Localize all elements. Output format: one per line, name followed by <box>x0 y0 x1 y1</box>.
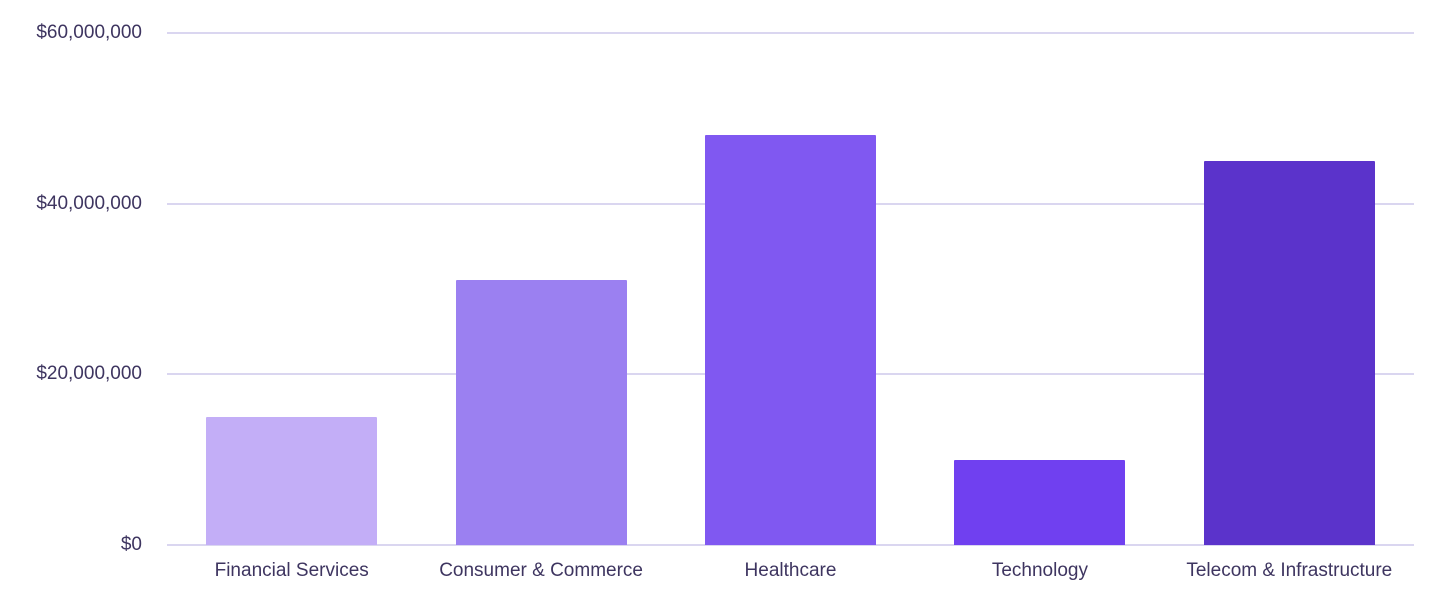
x-axis-baseline <box>167 544 1414 546</box>
x-axis: Financial Services Consumer & Commerce Hea… <box>167 557 1414 597</box>
bar-consumer-commerce <box>455 280 627 545</box>
y-tick-label: $0 <box>120 534 142 556</box>
x-tick-label-consumer-commerce: Consumer & Commerce <box>439 560 643 581</box>
x-tick-label-technology: Technology <box>991 560 1088 581</box>
x-tick-label-telecom-infrastructure: Telecom & Infrastructure <box>1186 560 1393 581</box>
y-tick-label: $40,000,000 <box>36 192 142 214</box>
gridline <box>167 32 1414 34</box>
plot-area <box>167 32 1414 546</box>
y-axis: $0 $20,000,000 $40,000,000 $60,000,000 <box>0 23 142 554</box>
bar-healthcare <box>705 135 876 545</box>
bar-financial-services <box>206 417 378 545</box>
x-tick-label-healthcare: Healthcare <box>744 560 837 581</box>
y-tick-label: $60,000,000 <box>36 22 142 44</box>
x-tick-label-financial-services: Financial Services <box>214 560 369 581</box>
y-tick-label: $20,000,000 <box>36 363 142 385</box>
bar-technology <box>954 459 1126 545</box>
bar-telecom-infrastructure <box>1203 161 1375 545</box>
